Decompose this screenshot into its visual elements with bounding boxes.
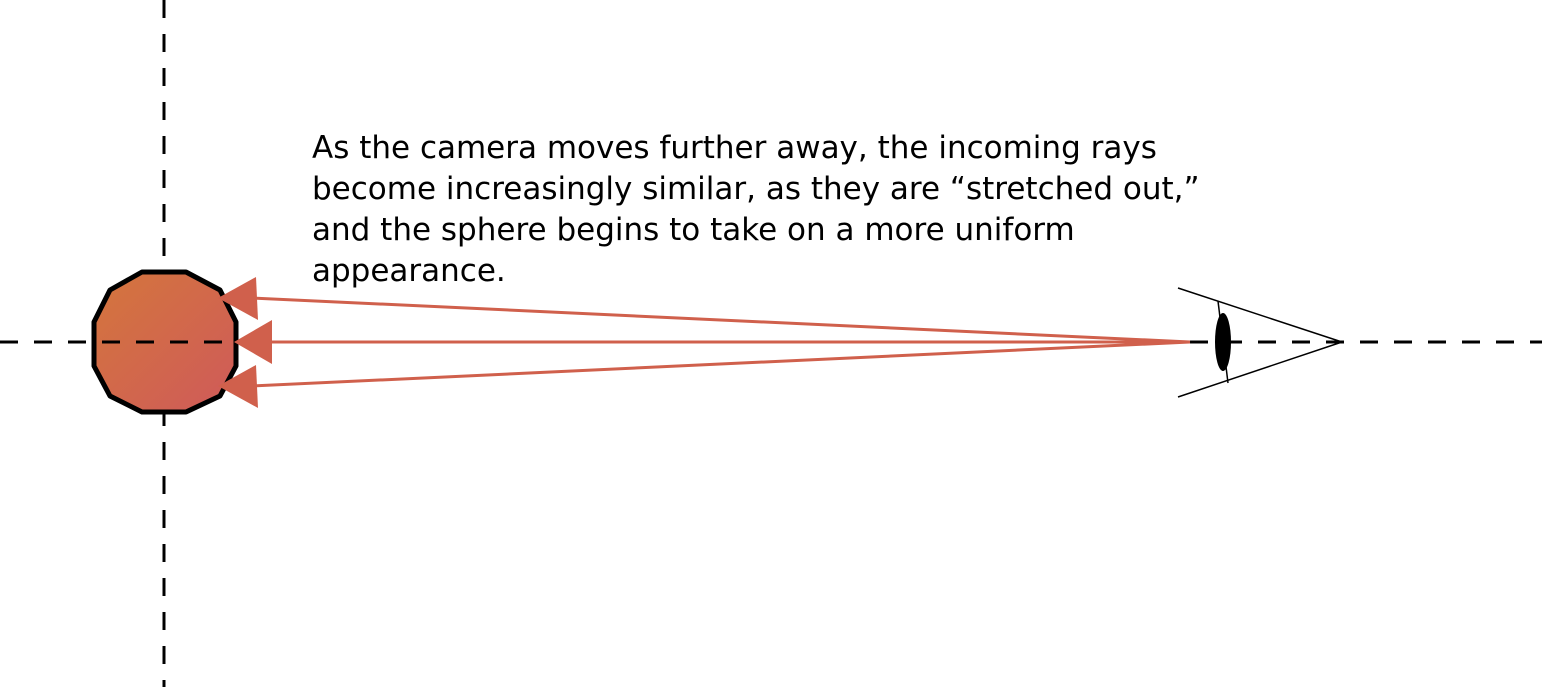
ray-lower — [251, 340, 1191, 388]
arrowhead-lower — [218, 365, 258, 408]
eye-upper-lid — [1177, 287, 1343, 343]
caption-line-2: become increasingly similar, as they are… — [312, 171, 1200, 207]
caption-line-4: appearance. — [312, 253, 506, 289]
sphere — [91, 269, 239, 415]
eye-lower-lid — [1177, 341, 1343, 398]
diagram-caption: As the camera moves further away, the in… — [312, 128, 1200, 292]
eye-lens — [1215, 313, 1231, 371]
eye-icon — [1177, 287, 1343, 398]
caption-line-1: As the camera moves further away, the in… — [312, 130, 1157, 166]
incoming-rays — [218, 277, 1191, 408]
ray-upper — [251, 296, 1191, 344]
arrowhead-upper — [218, 277, 258, 320]
caption-line-3: and the sphere begins to take on a more … — [312, 212, 1075, 248]
arrowhead-center — [234, 320, 272, 364]
